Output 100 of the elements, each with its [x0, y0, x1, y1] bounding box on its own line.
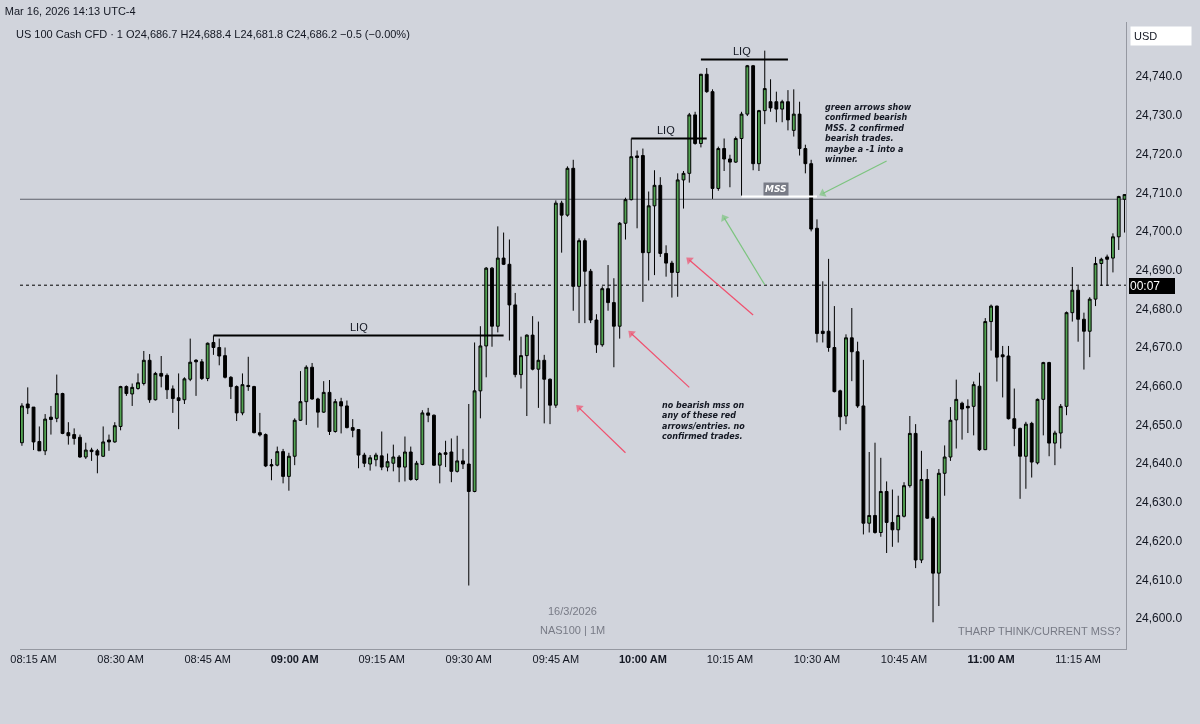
candlestick — [722, 138, 727, 172]
x-tick-label: 10:45 AM — [880, 653, 928, 666]
candlestick — [1052, 430, 1057, 466]
candlestick — [553, 199, 558, 409]
candlestick — [466, 403, 471, 587]
candlestick — [72, 427, 77, 446]
candlestick — [199, 358, 204, 381]
candlestick — [281, 448, 285, 484]
candlestick — [873, 442, 877, 535]
candlestick — [809, 159, 814, 232]
candlestick — [635, 150, 639, 229]
x-tick-label: 11:15 AM — [1055, 653, 1101, 666]
candlestick — [786, 89, 790, 131]
candlestick — [107, 434, 111, 452]
candlestick — [844, 333, 848, 425]
candlestick — [548, 377, 552, 425]
x-tick-label: 09:45 AM — [532, 653, 580, 666]
annotation: NAS100 | 1M — [540, 624, 606, 636]
candlestick — [849, 307, 854, 382]
y-tick-label: 24,620.0 — [1135, 533, 1183, 548]
candlestick — [519, 336, 523, 390]
candlestick — [101, 425, 106, 458]
y-tick-label: 24,680.0 — [1135, 301, 1183, 316]
candlestick — [170, 384, 175, 414]
candlestick — [1111, 232, 1115, 273]
candlestick — [228, 375, 233, 400]
candlestick — [315, 397, 320, 429]
y-tick-label: 24,690.0 — [1135, 262, 1183, 277]
annotation: LIQ — [350, 321, 369, 333]
x-tick-label: 10:15 AM — [706, 653, 754, 666]
text: US 100 Cash CFD · 1 O24,686.7 H24,688.4 L24,681.8 C24,686.2 −0.5 (−0.00%) — [16, 28, 410, 40]
y-tick-label: 24,710.0 — [1135, 185, 1183, 200]
candlestick — [902, 481, 906, 518]
candlestick — [896, 495, 901, 544]
y-axis-title: USD — [1134, 30, 1158, 42]
y-tick-label: 24,720.0 — [1135, 146, 1183, 161]
candlestick — [542, 354, 547, 424]
x-tick-label: 11:00 AM — [967, 653, 1015, 666]
x-tick-label: 08:15 AM — [10, 653, 57, 666]
candlestick — [907, 415, 912, 489]
candlestick — [1082, 312, 1086, 371]
y-tick-label: 24,730.0 — [1135, 108, 1183, 123]
candlestick — [141, 350, 146, 386]
candlestick — [368, 454, 373, 472]
x-tick-label: 08:30 AM — [97, 653, 144, 666]
candlestick — [437, 451, 442, 484]
candlestick — [397, 454, 402, 483]
y-tick-label: 24,600.0 — [1135, 611, 1183, 626]
x-tick-label: 09:30 AM — [445, 653, 493, 666]
candlestick — [339, 397, 344, 434]
candlestick — [20, 402, 24, 447]
candlestick — [1023, 421, 1028, 490]
candlestick — [78, 434, 82, 459]
candlestick — [664, 244, 669, 278]
candlestick — [130, 382, 135, 407]
annotation: THARP THINK/CURRENT MSS? — [958, 625, 1121, 637]
candlestick — [136, 372, 140, 391]
candlestick — [838, 389, 843, 431]
candlestick — [994, 305, 999, 383]
x-tick-label: 10:30 AM — [793, 653, 841, 666]
y-tick-label: 24,740.0 — [1135, 69, 1183, 84]
x-tick-label: 08:45 AM — [184, 653, 231, 666]
candlestick — [344, 400, 349, 429]
candlestick — [403, 436, 407, 482]
y-tick-label: 24,610.0 — [1135, 572, 1183, 587]
candlestick — [524, 333, 529, 417]
annotation: no bearish mss on any of these red arrows/entries. no confirmed trades. — [662, 401, 746, 442]
candlestick — [426, 407, 431, 423]
candlestick — [780, 99, 785, 123]
candlestick — [461, 448, 465, 470]
text: 00:07 — [1130, 279, 1161, 293]
candlestick — [165, 372, 169, 400]
candlestick — [867, 451, 872, 533]
y-tick-label: 24,660.0 — [1135, 379, 1183, 394]
candlestick — [751, 64, 756, 171]
candlestick — [878, 457, 883, 538]
x-tick-label: 09:00 AM — [270, 653, 319, 666]
annotation: green arrows show confirmed bearish MSS. 2 confirmed bearish trades. maybe a -1 into a winner. — [825, 103, 912, 164]
annotation: LIQ — [657, 124, 676, 136]
candlestick — [577, 237, 581, 324]
chart-title: Mar 16, 2026 14:13 UTC-4 — [4, 5, 136, 18]
candlestick — [757, 109, 761, 172]
candlestick — [432, 413, 436, 467]
candlestick — [43, 413, 48, 456]
candlestick — [931, 515, 935, 623]
candlestick — [1047, 361, 1052, 457]
x-tick-label: 09:15 AM — [358, 653, 405, 666]
x-tick-label: 10:00 AM — [618, 653, 667, 666]
annotation: LIQ — [733, 45, 752, 57]
candlestick — [257, 412, 262, 438]
candlestick — [310, 362, 315, 401]
candlestick — [791, 88, 796, 138]
candlestick — [194, 358, 198, 397]
candlestick — [374, 452, 378, 467]
candlestick — [252, 385, 256, 434]
candlestick — [159, 355, 164, 388]
candlestick — [49, 405, 53, 436]
annotation: 16/3/2026 — [548, 605, 597, 617]
candlestick — [286, 452, 291, 492]
candlestick — [936, 468, 941, 607]
